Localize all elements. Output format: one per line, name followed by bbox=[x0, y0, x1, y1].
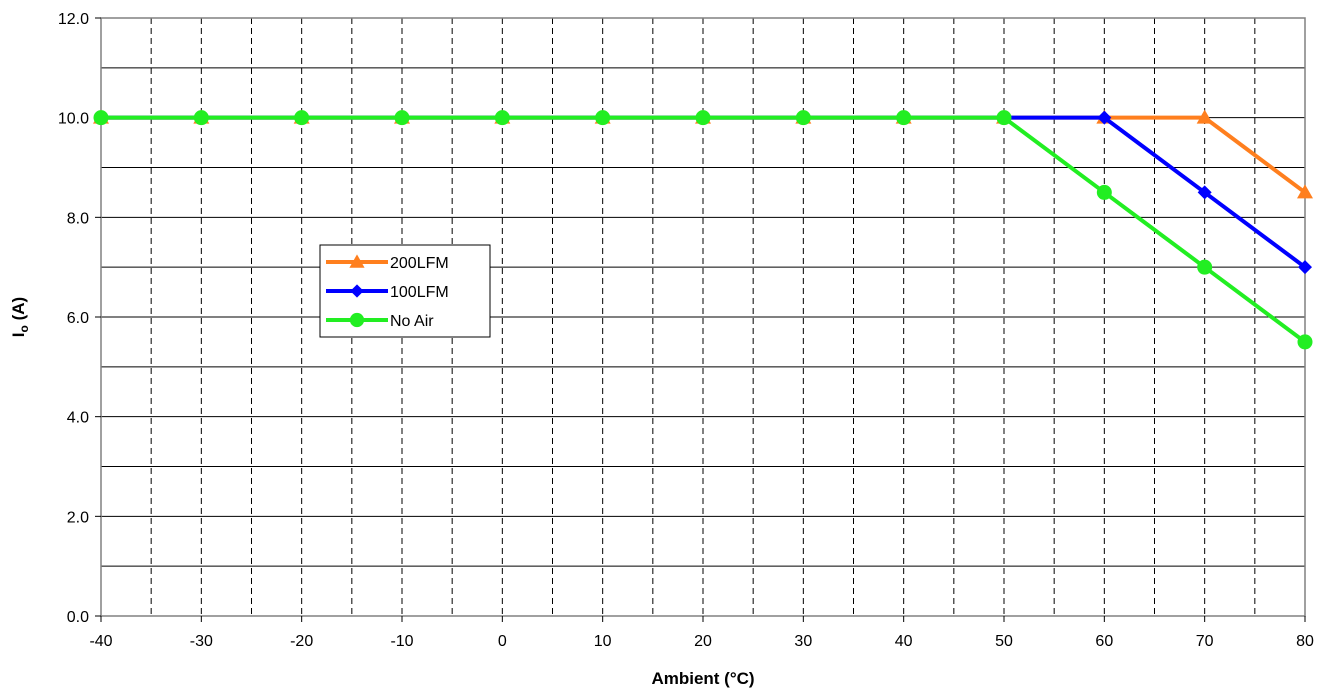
y-tick-label: 10.0 bbox=[58, 111, 89, 128]
data-point bbox=[1298, 260, 1312, 275]
legend-item: 200LFM bbox=[326, 254, 449, 272]
x-tick-label: 30 bbox=[794, 633, 812, 650]
legend-label: No Air bbox=[390, 313, 434, 330]
data-point bbox=[494, 110, 510, 126]
y-axis-title-main: I bbox=[9, 332, 28, 337]
data-point bbox=[1196, 109, 1213, 124]
x-tick-label: 10 bbox=[594, 633, 612, 650]
data-point bbox=[93, 110, 109, 126]
data-point bbox=[350, 284, 364, 298]
y-tick-label: 12.0 bbox=[58, 11, 89, 28]
y-tick-label: 8.0 bbox=[67, 210, 89, 227]
x-axis-ticks: -40 -30 -20 -10 0 10 20 30 40 50 60 70 80 bbox=[89, 616, 1314, 650]
data-point bbox=[1297, 334, 1313, 350]
data-point bbox=[1297, 184, 1313, 199]
data-point bbox=[1096, 184, 1112, 200]
data-point bbox=[394, 110, 410, 126]
y-axis-ticks: 0.0 2.0 4.0 6.0 8.0 10.0 12.0 bbox=[58, 11, 101, 626]
x-tick-label: 40 bbox=[895, 633, 913, 650]
y-axis-title-subscript: o bbox=[17, 325, 31, 332]
data-point bbox=[193, 110, 209, 126]
x-tick-label: -40 bbox=[89, 633, 112, 650]
data-point bbox=[349, 312, 365, 328]
x-tick-label: -10 bbox=[390, 633, 413, 650]
legend-item: 100LFM bbox=[326, 284, 449, 301]
x-tick-label: 80 bbox=[1296, 633, 1314, 650]
x-tick-label: -30 bbox=[190, 633, 213, 650]
data-point bbox=[795, 110, 811, 126]
y-tick-label: 0.0 bbox=[67, 609, 89, 626]
data-point bbox=[996, 110, 1012, 126]
legend: 200LFM 100LFM No Air bbox=[319, 244, 491, 338]
legend-item: No Air bbox=[326, 312, 434, 330]
series-no-air bbox=[93, 110, 1313, 350]
data-point bbox=[349, 254, 365, 268]
data-point bbox=[1097, 110, 1112, 125]
x-tick-label: -20 bbox=[290, 633, 313, 650]
legend-label: 100LFM bbox=[390, 284, 449, 301]
x-tick-label: 20 bbox=[694, 633, 712, 650]
data-point bbox=[595, 110, 611, 126]
series-layer bbox=[93, 109, 1313, 350]
x-tick-label: 60 bbox=[1095, 633, 1113, 650]
data-point bbox=[294, 110, 310, 126]
grid bbox=[101, 18, 1305, 616]
y-tick-label: 6.0 bbox=[67, 310, 89, 327]
y-axis-title-unit: (A) bbox=[9, 297, 28, 325]
x-tick-label: 0 bbox=[498, 633, 507, 650]
data-point bbox=[896, 110, 912, 126]
data-point bbox=[1197, 259, 1213, 275]
y-axis-title: Io (A) bbox=[9, 297, 31, 337]
y-tick-label: 4.0 bbox=[67, 410, 89, 427]
legend-label: 200LFM bbox=[390, 255, 449, 272]
y-tick-label: 2.0 bbox=[67, 509, 89, 526]
x-axis-title: Ambient (°C) bbox=[651, 669, 754, 688]
data-point bbox=[1197, 185, 1212, 200]
x-tick-label: 70 bbox=[1196, 633, 1214, 650]
x-tick-label: 50 bbox=[995, 633, 1013, 650]
data-point bbox=[695, 110, 711, 126]
